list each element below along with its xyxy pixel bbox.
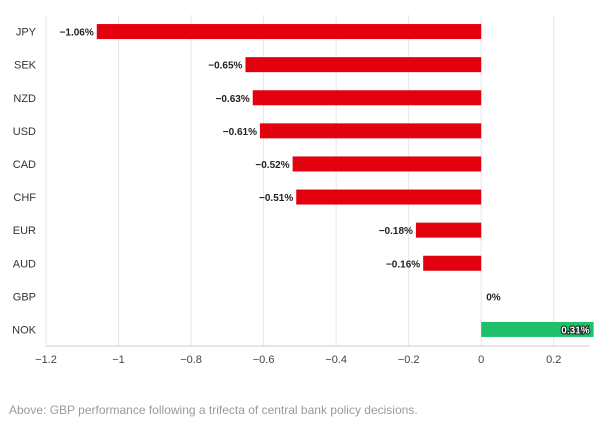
chart-caption: Above: GBP performance following a trife… <box>9 403 418 417</box>
category-label: NZD <box>13 93 36 105</box>
bar <box>252 90 482 106</box>
data-label: −0.63% <box>216 94 250 105</box>
category-label: EUR <box>13 225 36 237</box>
data-label: 0.31% <box>561 325 589 336</box>
category-label: USD <box>13 126 36 138</box>
x-tick-label: 0 <box>478 354 484 366</box>
bar-chart: −1.2 −1 −0.8 −0.6 −0.4 −0.2 0 0.2 JPY −1.06% SEK −0… <box>12 15 594 366</box>
category-label: CAD <box>13 159 36 171</box>
data-label: −0.52% <box>255 160 289 171</box>
bar <box>481 321 594 337</box>
bars <box>96 24 594 337</box>
category-label: NOK <box>12 324 37 336</box>
category-label: JPY <box>16 27 37 39</box>
bar <box>292 156 482 172</box>
x-tick-label: −0.6 <box>253 354 275 366</box>
category-label: CHF <box>13 192 36 204</box>
bar <box>259 123 482 139</box>
x-tick-label: −1 <box>112 354 125 366</box>
x-tick-label: −1.2 <box>35 354 57 366</box>
x-tick-label: 0.2 <box>546 354 561 366</box>
data-label: −0.61% <box>223 127 257 138</box>
bar <box>96 24 482 40</box>
category-label: GBP <box>13 291 36 303</box>
data-label: −0.51% <box>259 193 293 204</box>
data-label: −0.65% <box>208 61 242 72</box>
x-tick-label: −0.8 <box>180 354 202 366</box>
bar <box>415 222 482 238</box>
bar <box>245 57 482 73</box>
bar <box>423 255 482 271</box>
bar <box>296 189 482 205</box>
labels: −1.2 −1 −0.8 −0.6 −0.4 −0.2 0 0.2 JPY −1.06% SEK −0… <box>12 27 591 366</box>
data-label: 0% <box>486 292 501 303</box>
data-label: −0.16% <box>386 259 420 270</box>
data-label: −1.06% <box>60 28 94 39</box>
data-label: −0.18% <box>379 226 413 237</box>
category-label: SEK <box>14 60 37 72</box>
category-label: AUD <box>13 258 36 270</box>
x-tick-label: −0.4 <box>325 354 347 366</box>
x-tick-label: −0.2 <box>398 354 420 366</box>
